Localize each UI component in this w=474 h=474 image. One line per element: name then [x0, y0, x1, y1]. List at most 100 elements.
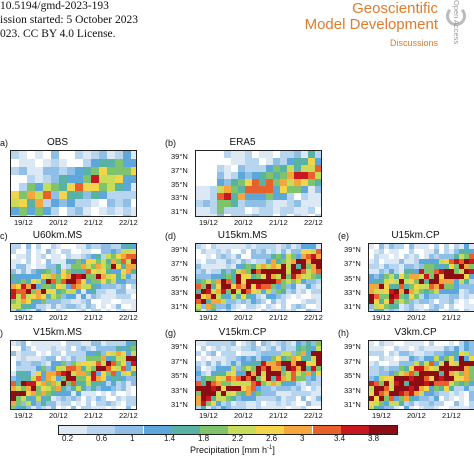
- precip-cell: [216, 391, 221, 396]
- precip-cell: [301, 299, 306, 304]
- precip-cell: [101, 341, 106, 346]
- precip-cell: [26, 304, 31, 309]
- precip-cell: [91, 376, 96, 381]
- precip-cell: [66, 356, 71, 361]
- precip-cell: [131, 249, 136, 254]
- precip-cell: [464, 244, 469, 249]
- precip-cell: [271, 299, 276, 304]
- precip-cell: [56, 254, 61, 259]
- precip-cell: [409, 341, 414, 346]
- precip-cell: [374, 279, 379, 284]
- precip-cell: [131, 351, 136, 356]
- precip-cell: [217, 186, 224, 193]
- precip-cell: [81, 254, 86, 259]
- precip-cell: [291, 366, 296, 371]
- precip-cell: [231, 200, 238, 207]
- precip-cell: [246, 279, 251, 284]
- precip-cell: [306, 249, 311, 254]
- precip-cell: [61, 294, 66, 299]
- precip-cell: [419, 274, 424, 279]
- date-label: 20/12: [407, 411, 426, 420]
- precip-cell: [399, 304, 404, 309]
- precip-cell: [217, 214, 224, 216]
- date-label: 21/12: [269, 313, 288, 322]
- precip-cell: [27, 183, 35, 191]
- precip-cell: [291, 274, 296, 279]
- precip-cell: [11, 299, 16, 304]
- precip-cell: [41, 381, 46, 386]
- precip-cell: [203, 200, 210, 207]
- precip-cell: [301, 289, 306, 294]
- precip-cell: [429, 356, 434, 361]
- precip-cell: [41, 294, 46, 299]
- precip-cell: [246, 289, 251, 294]
- precip-cell: [464, 289, 469, 294]
- precip-cell: [91, 289, 96, 294]
- precip-cell: [266, 371, 271, 376]
- precip-cell: [404, 289, 409, 294]
- precip-cell: [210, 214, 217, 216]
- precip-cell: [216, 406, 221, 409]
- precip-cell: [126, 386, 131, 391]
- precip-cell: [81, 264, 86, 269]
- precip-cell: [459, 274, 464, 279]
- precip-cell: [51, 191, 59, 199]
- precip-cell: [311, 274, 316, 279]
- precip-cell: [201, 289, 206, 294]
- precip-cell: [106, 264, 111, 269]
- precip-cell: [389, 259, 394, 264]
- precip-cell: [404, 346, 409, 351]
- precip-cell: [123, 175, 131, 183]
- precip-cell: [389, 391, 394, 396]
- precip-cell: [126, 346, 131, 351]
- precip-cell: [301, 193, 308, 200]
- precip-cell: [216, 381, 221, 386]
- precip-cell: [276, 284, 281, 289]
- precip-cell: [444, 274, 449, 279]
- precip-cell: [238, 151, 245, 158]
- precip-cell: [294, 200, 301, 207]
- precip-cell: [286, 279, 291, 284]
- precip-cell: [106, 386, 111, 391]
- precip-cell: [41, 284, 46, 289]
- precip-cell: [306, 381, 311, 386]
- precip-cell: [374, 391, 379, 396]
- precip-cell: [384, 284, 389, 289]
- precip-cell: [281, 381, 286, 386]
- precip-cell: [434, 391, 439, 396]
- precip-cell: [231, 406, 236, 409]
- precip-cell: [384, 259, 389, 264]
- precip-cell: [404, 264, 409, 269]
- precip-cell: [464, 254, 469, 259]
- precip-cell: [256, 351, 261, 356]
- precip-cell: [81, 371, 86, 376]
- precip-cell: [409, 274, 414, 279]
- precip-cell: [251, 289, 256, 294]
- precip-cell: [221, 259, 226, 264]
- precip-cell: [271, 249, 276, 254]
- precip-cell: [231, 361, 236, 366]
- precip-cell: [444, 396, 449, 401]
- precip-cell: [261, 406, 266, 409]
- precip-cell: [121, 381, 126, 386]
- precip-cell: [266, 207, 273, 214]
- precip-cell: [81, 269, 86, 274]
- precip-cell: [101, 376, 106, 381]
- precip-cell: [266, 193, 273, 200]
- date-label: 19/12: [199, 218, 218, 227]
- precip-cell: [469, 386, 474, 391]
- precip-cell: [101, 361, 106, 366]
- precip-cell: [56, 309, 61, 311]
- date-label: 21/12: [84, 218, 103, 227]
- precip-cell: [111, 264, 116, 269]
- precip-cell: [409, 406, 414, 409]
- precip-cell: [81, 309, 86, 311]
- precip-cell: [56, 299, 61, 304]
- precip-cell: [16, 376, 21, 381]
- precip-map-4: [195, 243, 322, 312]
- precip-cell: [236, 244, 241, 249]
- precip-cell: [271, 361, 276, 366]
- precip-cell: [231, 207, 238, 214]
- precip-cell: [206, 249, 211, 254]
- precip-cell: [31, 299, 36, 304]
